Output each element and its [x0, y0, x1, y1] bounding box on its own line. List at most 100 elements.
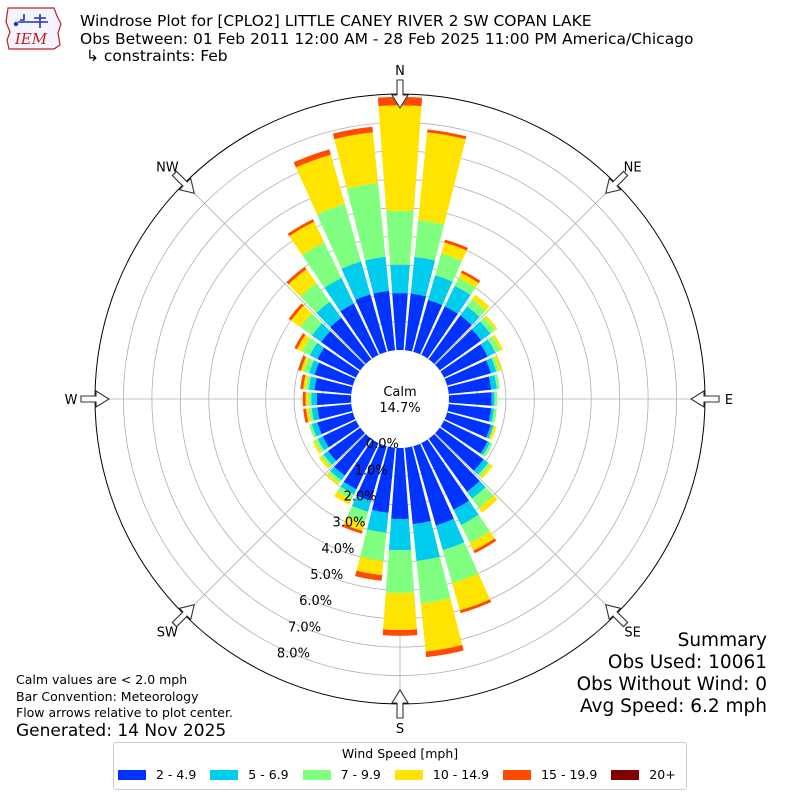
- bar-200-bin-4: [342, 524, 363, 534]
- bar-310-bin-1: [311, 323, 331, 343]
- title-line-3: ↳ constraints: Feb: [86, 47, 228, 65]
- bar-300-bin-1: [309, 342, 325, 360]
- legend-items: 2 - 4.9 5 - 6.9 7 - 9.9 10 - 14.9 15 - 19.9 2…: [118, 767, 690, 782]
- bar-160-bin-0: [413, 443, 454, 526]
- bar-60-bin-1: [480, 339, 496, 357]
- bar-180-bin-4: [382, 629, 418, 636]
- direction-label-e: E: [725, 393, 733, 408]
- bar-240-bin-3: [312, 440, 322, 454]
- bar-220-bin-1: [330, 466, 345, 481]
- legend-label-4: 15 - 19.9: [541, 767, 598, 782]
- bar-230-bin-2: [321, 454, 333, 467]
- bar-270-bin-3: [305, 392, 309, 406]
- grid-spoke-45: [434, 183, 616, 365]
- bar-260-bin-1: [311, 407, 320, 421]
- bar-40-bin-0: [428, 315, 472, 364]
- bar-20-bin-1: [428, 275, 453, 306]
- flow-arrow-sw-icon: [171, 604, 195, 628]
- legend-item-5: 20+: [611, 767, 676, 782]
- legend-swatch-5: [611, 769, 640, 780]
- legend-item-2: 7 - 9.9: [302, 767, 381, 782]
- bar-190-bin-4: [355, 570, 383, 581]
- bar-30-bin-0: [421, 306, 458, 359]
- grid-spoke-315: [184, 183, 366, 365]
- bar-70-bin-0: [444, 360, 491, 386]
- bar-260-bin-2: [308, 407, 314, 422]
- calm-label: Calm: [383, 385, 416, 400]
- bar-120-bin-2: [482, 442, 493, 457]
- bar-310-bin-4: [288, 303, 304, 321]
- bar-200-bin-3: [343, 516, 365, 531]
- legend-swatch-0: [118, 769, 146, 780]
- bar-210-bin-1: [340, 481, 357, 495]
- legend-label-5: 20+: [649, 767, 676, 782]
- bar-300-bin-0: [317, 347, 360, 378]
- bar-10-bin-3: [418, 132, 466, 225]
- bar-330-bin-0: [340, 303, 379, 359]
- bar-150-bin-2: [460, 514, 490, 543]
- legend-item-3: 10 - 14.9: [394, 767, 489, 782]
- bar-210-bin-3: [334, 491, 352, 505]
- bar-160-bin-1: [435, 518, 465, 551]
- bar-170-bin-2: [416, 556, 451, 604]
- bar-70-bin-1: [486, 357, 497, 374]
- bar-280-bin-0: [314, 377, 353, 395]
- bar-230-bin-1: [323, 450, 337, 465]
- bar-300-bin-3: [296, 334, 311, 352]
- bar-50-bin-1: [471, 321, 491, 341]
- bar-40-bin-2: [466, 299, 486, 317]
- generated-date: Generated: 14 Nov 2025: [16, 721, 226, 741]
- bar-270-bin-4: [302, 391, 306, 407]
- legend-item-4: 15 - 19.9: [503, 767, 597, 782]
- direction-label-ne: NE: [624, 160, 642, 175]
- bar-340-bin-1: [341, 261, 371, 300]
- title-line-2: Obs Between: 01 Feb 2011 12:00 AM - 28 F…: [80, 30, 694, 48]
- summary-avg-speed: Avg Speed: 6.2 mph: [580, 696, 767, 717]
- logo-text: IEM: [14, 30, 48, 48]
- bar-0-bin-0: [392, 293, 408, 351]
- radial-tick-label-5: 5.0%: [310, 568, 343, 583]
- logo-signal-icon: [18, 14, 48, 28]
- grid-spoke-135: [434, 433, 616, 615]
- bar-170-bin-4: [425, 645, 464, 658]
- bar-210-bin-2: [337, 486, 354, 500]
- bar-20-bin-3: [441, 242, 467, 261]
- bar-340-bin-2: [316, 204, 362, 269]
- bar-160-bin-4: [459, 599, 492, 614]
- flow-arrow-w-icon: [80, 390, 111, 408]
- bar-220-bin-2: [328, 470, 342, 483]
- bar-80-bin-0: [447, 376, 492, 395]
- polar-overlay: 0.0% 1.0% 2.0% 3.0% 4.0% 5.0% 6.0% 7.0% 8.0% N NE E…: [65, 64, 734, 737]
- bar-50-bin-2: [479, 317, 496, 334]
- bar-80-bin-1: [488, 375, 497, 390]
- bar-70-bin-2: [491, 356, 500, 372]
- bar-0-bin-3: [378, 105, 422, 212]
- bar-40-bin-1: [460, 306, 480, 326]
- bar-30-bin-1: [444, 285, 471, 314]
- bar-50-bin-3: [484, 315, 498, 331]
- bar-130-bin-3: [479, 464, 493, 479]
- bar-250-bin-1: [311, 422, 322, 437]
- legend-label-2: 7 - 9.9: [340, 767, 381, 782]
- radial-tick-label-6: 6.0%: [299, 594, 332, 609]
- bar-200-bin-1: [351, 495, 372, 512]
- radial-tick-label-3: 3.0%: [332, 516, 365, 531]
- bar-130-bin-0: [435, 427, 484, 471]
- flow-arrow-s-icon: [391, 688, 409, 719]
- bar-180-bin-1: [388, 518, 412, 551]
- bar-150-bin-0: [421, 439, 470, 510]
- footnote-calm: Calm values are < 2.0 mph: [16, 672, 187, 687]
- bar-330-bin-4: [287, 219, 315, 237]
- bar-150-bin-3: [469, 531, 495, 551]
- bar-200-bin-0: [356, 443, 387, 501]
- bar-350-bin-0: [373, 290, 396, 352]
- bar-0-bin-1: [390, 264, 410, 294]
- radial-tick-label-7: 7.0%: [288, 620, 321, 635]
- legend-title: Wind Speed [mph]: [341, 746, 459, 761]
- radial-tick-label-4: 4.0%: [321, 542, 354, 557]
- bar-40-bin-3: [471, 294, 490, 311]
- bar-10-bin-2: [414, 220, 445, 261]
- bar-350-bin-3: [334, 132, 379, 189]
- bar-30-bin-2: [454, 278, 476, 295]
